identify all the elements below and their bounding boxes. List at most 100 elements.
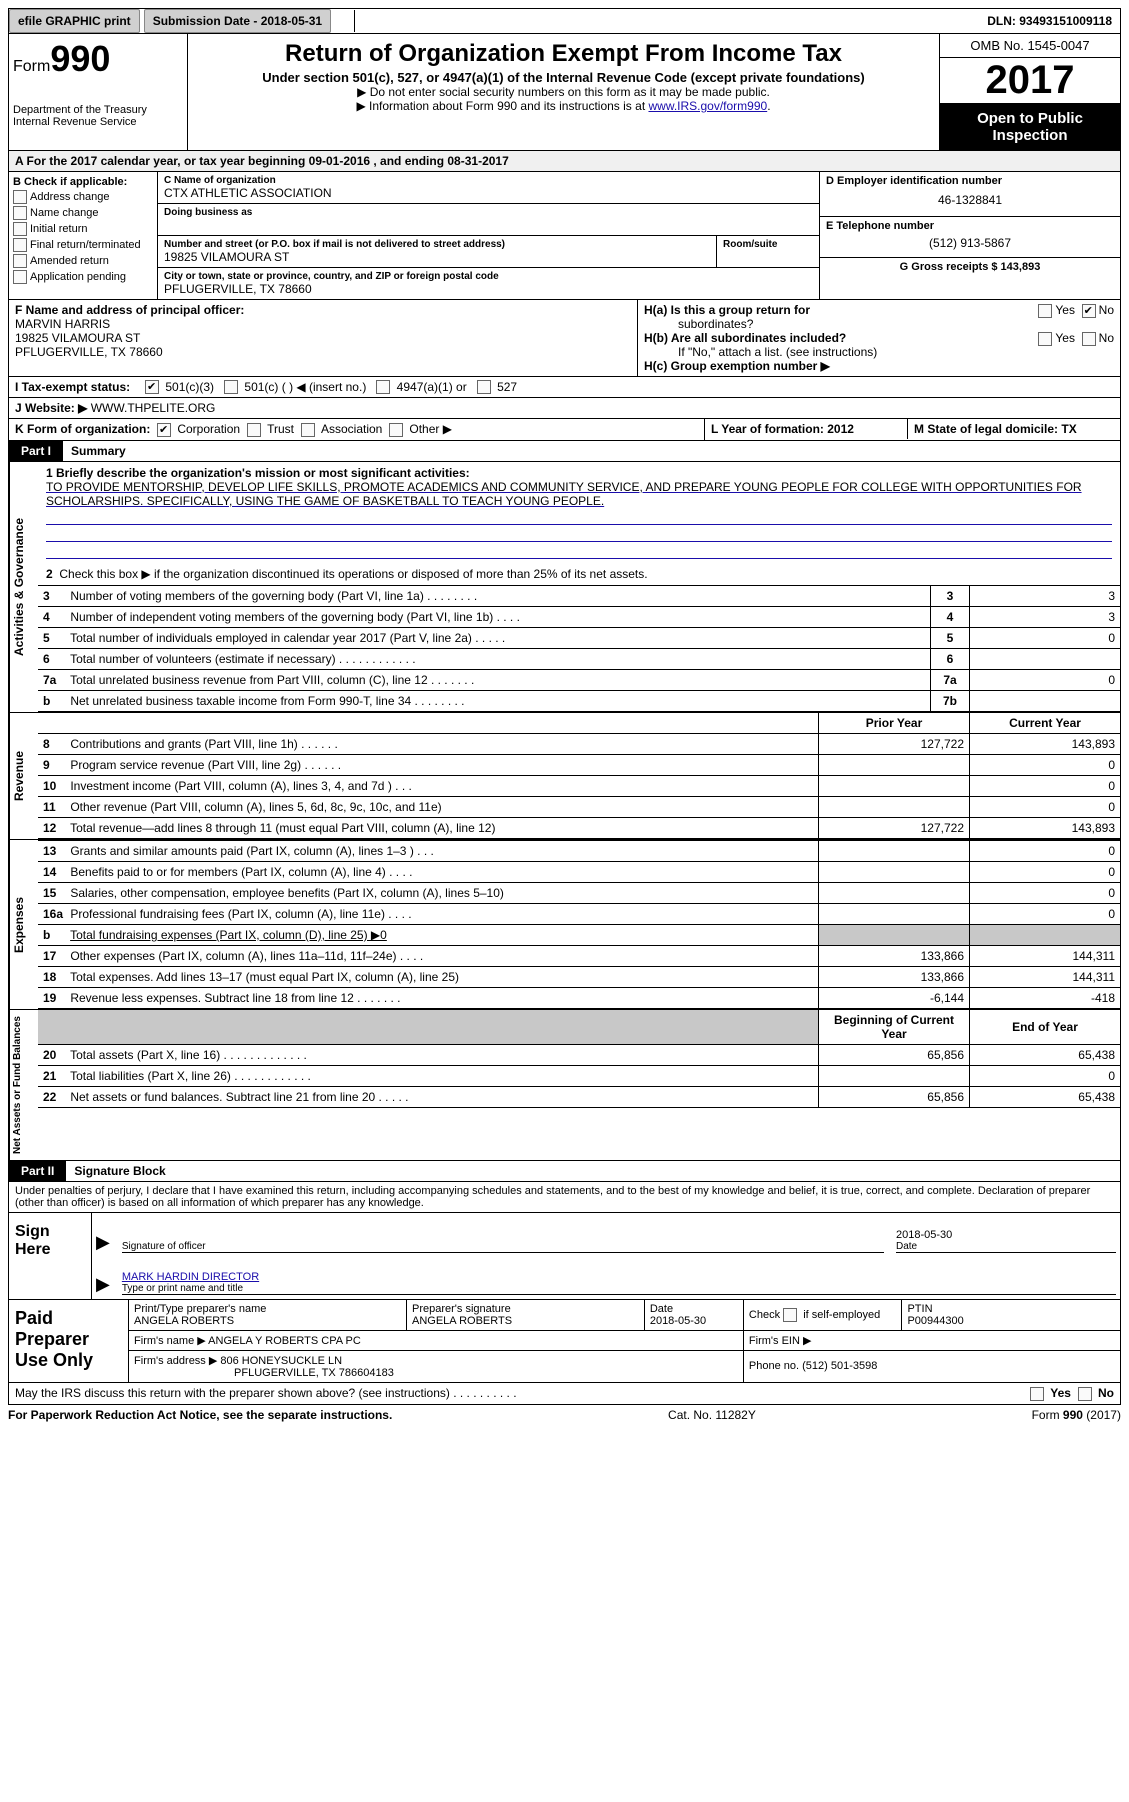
discuss-yesno[interactable]: Yes No [1030,1386,1114,1401]
table-row: b Total fundraising expenses (Part IX, c… [38,924,1120,945]
group-return-block: H(a) Is this a group return for Yes No s… [638,300,1120,376]
state-domicile: M State of legal domicile: TX [908,419,1120,439]
arrow-icon: ▶ [96,1274,110,1295]
table-row: 13 Grants and similar amounts paid (Part… [38,840,1120,861]
table-row: 8 Contributions and grants (Part VIII, l… [38,733,1120,754]
ha-yesno[interactable]: Yes No [1038,303,1114,318]
col-b-checkboxes: B Check if applicable: Address change Na… [9,172,158,299]
efile-print-button[interactable]: efile GRAPHIC print [9,9,140,33]
table-row: 14 Benefits paid to or for members (Part… [38,861,1120,882]
row-a-period: A For the 2017 calendar year, or tax yea… [8,151,1121,172]
table-row: 11 Other revenue (Part VIII, column (A),… [38,796,1120,817]
revenue-table: Prior Year Current Year 8 Contributions … [38,713,1120,839]
irs-link[interactable]: www.IRS.gov/form990 [648,99,767,113]
table-row: 5 Total number of individuals employed i… [38,627,1120,648]
table-row: 17 Other expenses (Part IX, column (A), … [38,945,1120,966]
table-row: 21 Total liabilities (Part X, line 26) .… [38,1065,1120,1086]
sign-here-block: Sign Here ▶ Signature of officer 2018-05… [8,1213,1121,1300]
expenses-table: 13 Grants and similar amounts paid (Part… [38,840,1120,1009]
cb-application-pending[interactable]: Application pending [13,270,153,284]
room-cell: Room/suite [717,236,819,267]
part-i-header: Part I Summary [8,441,1121,462]
form-header: Form990 Department of the Treasury Inter… [8,34,1121,151]
cb-trust[interactable] [247,423,261,437]
name-title-field[interactable]: MARK HARDIN DIRECTOR Type or print name … [122,1259,1116,1295]
dba-cell: Doing business as [158,204,819,236]
cb-initial-return[interactable]: Initial return [13,222,153,236]
identity-block: B Check if applicable: Address change Na… [8,172,1121,300]
expenses-block: Expenses 13 Grants and similar amounts p… [8,840,1121,1010]
table-row: 22 Net assets or fund balances. Subtract… [38,1086,1120,1107]
cb-4947[interactable] [376,380,390,394]
cb-name-change[interactable]: Name change [13,206,153,220]
website-value: WWW.THPELITE.ORG [91,401,216,415]
cb-self-employed[interactable]: Check if self-employed [749,1309,880,1321]
table-row: 9 Program service revenue (Part VIII, li… [38,754,1120,775]
city-cell: City or town, state or province, country… [158,268,819,299]
signature-date-field[interactable]: 2018-05-30 Date [896,1217,1116,1253]
blank-cell [335,10,355,32]
revenue-block: Revenue Prior Year Current Year 8 Contri… [8,713,1121,840]
signature-officer-field[interactable]: Signature of officer [122,1229,884,1253]
perjury-declaration: Under penalties of perjury, I declare th… [8,1182,1121,1213]
vlabel-revenue: Revenue [9,713,38,839]
discuss-row: May the IRS discuss this return with the… [8,1383,1121,1405]
cb-other[interactable] [389,423,403,437]
part-ii-header: Part II Signature Block [8,1161,1121,1182]
vlabel-ag: Activities & Governance [9,462,38,712]
phone-cell: E Telephone number (512) 913-5867 [820,217,1120,258]
table-row: 3 Number of voting members of the govern… [38,585,1120,606]
table-row: 19 Revenue less expenses. Subtract line … [38,987,1120,1008]
activities-governance-block: Activities & Governance 1 Briefly descri… [8,462,1121,713]
dept-treasury: Department of the Treasury [13,104,183,116]
principal-officer: F Name and address of principal officer:… [9,300,638,376]
hb-yesno[interactable]: Yes No [1038,331,1114,346]
row-j-website: J Website: ▶ WWW.THPELITE.ORG [8,398,1121,419]
table-row: 7a Total unrelated business revenue from… [38,669,1120,690]
cb-assoc[interactable] [301,423,315,437]
top-bar: efile GRAPHIC print Submission Date - 20… [8,8,1121,34]
table-row: 4 Number of independent voting members o… [38,606,1120,627]
mission-text: TO PROVIDE MENTORSHIP, DEVELOP LIFE SKIL… [46,480,1112,508]
irs-label: Internal Revenue Service [13,116,183,128]
net-assets-table: Beginning of Current Year End of Year 20… [38,1010,1120,1108]
table-row: 10 Investment income (Part VIII, column … [38,775,1120,796]
form-title: Return of Organization Exempt From Incom… [198,40,929,68]
cb-501c[interactable] [224,380,238,394]
vlabel-expenses: Expenses [9,840,38,1009]
cb-corp[interactable] [157,423,171,437]
table-row: 16a Professional fundraising fees (Part … [38,903,1120,924]
paid-preparer-block: Paid Preparer Use Only Print/Type prepar… [8,1300,1121,1383]
org-name: CTX ATHLETIC ASSOCIATION [164,186,813,200]
footer: For Paperwork Reduction Act Notice, see … [8,1405,1121,1425]
street-cell: Number and street (or P.O. box if mail i… [158,236,717,267]
year-formation: L Year of formation: 2012 [705,419,908,439]
cb-501c3[interactable] [145,380,159,394]
tax-year: 2017 [940,58,1120,104]
ag-table: 3 Number of voting members of the govern… [38,585,1120,712]
form-number: Form990 [13,38,183,80]
info-note: ▶ Information about Form 990 and its ins… [198,99,929,113]
ein-cell: D Employer identification number 46-1328… [820,172,1120,217]
table-row: 18 Total expenses. Add lines 13–17 (must… [38,966,1120,987]
cb-527[interactable] [477,380,491,394]
table-row: 15 Salaries, other compensation, employe… [38,882,1120,903]
omb-number: OMB No. 1545-0047 [940,34,1120,58]
cb-address-change[interactable]: Address change [13,190,153,204]
gross-receipts: G Gross receipts $ 143,893 [820,258,1120,276]
table-row: 6 Total number of volunteers (estimate i… [38,648,1120,669]
form-subtitle: Under section 501(c), 527, or 4947(a)(1)… [198,70,929,85]
org-name-cell: C Name of organization CTX ATHLETIC ASSO… [158,172,819,204]
ssn-note: ▶ Do not enter social security numbers o… [198,85,929,99]
arrow-icon: ▶ [96,1232,110,1253]
table-row: b Net unrelated business taxable income … [38,690,1120,711]
table-row: 12 Total revenue—add lines 8 through 11 … [38,817,1120,838]
open-to-public: Open to PublicInspection [940,104,1120,150]
row-i-tax-status: I Tax-exempt status: 501(c)(3) 501(c) ( … [8,377,1121,398]
officer-group-block: F Name and address of principal officer:… [8,300,1121,377]
cb-final-return[interactable]: Final return/terminated [13,238,153,252]
cb-amended-return[interactable]: Amended return [13,254,153,268]
row-klm: K Form of organization: Corporation Trus… [8,419,1121,441]
net-assets-block: Net Assets or Fund Balances Beginning of… [8,1010,1121,1161]
vlabel-net-assets: Net Assets or Fund Balances [9,1010,38,1160]
